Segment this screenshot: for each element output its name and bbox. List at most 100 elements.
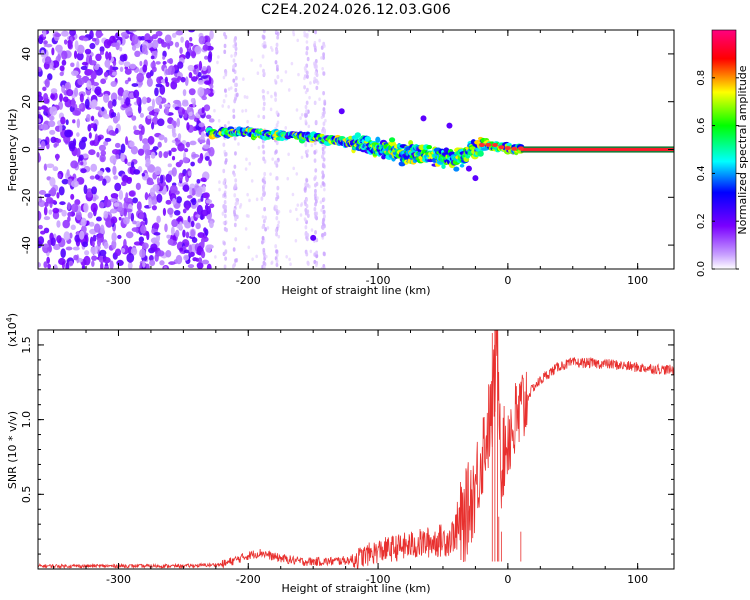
spectrogram-noise-cell [125,136,129,146]
spectrogram-noise-cell [136,96,140,105]
spectrogram-noise-cell [153,108,160,113]
spectrogram-streak-cell [260,196,264,201]
spectrogram-noise-cell [157,141,162,148]
spectrogram-streak-cell [234,237,238,242]
spectrogram-streak-cell [303,66,307,71]
spectrogram-noise-cell [59,65,65,72]
spectrogram-noise-cell [106,167,111,173]
spectrogram-signal-cell [388,137,396,143]
spectrogram-noise-cell [78,139,86,150]
spectrogram-streak-cell [320,233,324,238]
spectrogram-y-tick-label: 0 [20,146,33,153]
spectrogram-streak-cell [251,257,254,261]
spectrogram-noise-cell [170,147,177,153]
spectrogram-noise-cell [197,157,203,164]
spectrogram-noise-cell [130,212,135,222]
spectrogram-streak-cell [322,173,325,178]
spectrogram-noise-cell [183,249,191,254]
spectrogram-streak-cell [316,196,319,200]
spectrogram-blob [310,234,317,241]
spectrogram-streak-cell [275,64,279,69]
spectrogram-noise-cell [53,264,58,269]
spectrogram-noise-cell [197,80,205,85]
spectrogram-noise-cell [163,151,169,159]
spectrogram-noise-cell [209,203,215,209]
spectrogram-noise-cell [127,77,131,82]
spectrogram-streak-cell [313,61,316,66]
spectrogram-streak-cell [233,82,237,88]
spectrogram-noise-cell [100,224,105,235]
snr-x-axis-label: Height of straight line (km) [281,582,430,595]
spectrogram-streak-cell [214,255,217,259]
spectrogram-noise-cell [94,174,100,180]
spectrogram-noise-cell [90,115,95,122]
spectrogram-noise-cell [155,96,163,104]
spectrogram-noise-cell [200,209,209,217]
spectrogram-y-tick-label: -40 [20,236,33,254]
spectrogram-noise-cell [63,231,70,241]
spectrogram-noise-cell [167,207,174,215]
spectrogram-noise-cell [169,184,178,194]
spectrogram-noise-cell [133,125,137,131]
spectrogram-streak-cell [232,58,236,63]
spectrogram-noise-cell [109,260,114,269]
spectrogram-streak-cell [244,108,248,113]
spectrogram-streak-cell [263,44,267,49]
spectrogram-noise-cell [38,152,41,163]
spectrogram-noise-cell [96,151,100,158]
spectrogram-noise-cell [180,36,184,43]
spectrogram-noise-cell [202,192,210,199]
snr-scale-note: (x104) [5,313,19,347]
spectrogram-streak-cell [308,184,311,189]
spectrogram-noise-cell [63,39,68,45]
spectrogram-streak-cell [224,256,228,261]
spectrogram-streak-cell [265,254,268,259]
spectrogram-noise-cell [38,106,43,111]
spectrogram-noise-cell [40,230,46,235]
spectrogram-noise-cell [179,247,184,252]
spectrogram-noise-cell [130,247,138,256]
spectrogram-noise-cell [43,216,51,221]
spectrogram-streak-cell [294,238,298,243]
spectrogram-noise-cell [65,246,73,251]
spectrogram-noise-cell [198,257,203,264]
spectrogram-streak-cell [224,34,228,40]
spectrogram-streak-cell [315,85,319,91]
spectrogram-noise-cell [108,129,115,136]
spectrogram-noise-cell [141,172,145,177]
spectrogram-streak-cell [237,142,240,146]
spectrogram-streak-cell [262,265,266,269]
spectrogram-streak-cell [264,227,267,232]
spectrogram-streak-cell [303,76,306,81]
spectrogram-streak-cell [275,110,279,115]
spectrogram-noise-cell [205,114,212,120]
spectrogram-noise-cell [148,111,156,116]
spectrogram-noise-cell [185,141,191,148]
spectrogram-noise-cell [104,59,111,68]
spectrogram-noise-cell [112,60,117,67]
spectrogram-noise-cell [40,123,49,131]
spectrogram-noise-cell [157,250,165,257]
spectrogram-noise-cell [83,184,88,195]
spectrogram-noise-cell [95,32,104,37]
spectrogram-noise-cell [142,64,148,73]
spectrogram-noise-cell [177,61,184,69]
spectrogram-noise-cell [69,30,76,37]
spectrogram-noise-cell [109,155,117,164]
spectrogram-noise-cell [144,149,151,156]
spectrogram-noise-cell [38,36,44,45]
spectrogram-noise-cell [103,199,112,208]
spectrogram-noise-cell [141,44,148,55]
spectrogram-noise-cell [164,137,168,144]
spectrogram-noise-cell [188,88,196,96]
spectrogram-noise-cell [165,250,172,258]
spectrogram-noise-cell [204,204,209,211]
spectrogram-noise-cell [193,64,199,70]
spectrogram-noise-cell [125,97,131,106]
spectrogram-streak-cell [234,151,237,156]
spectrogram-noise-cell [142,260,146,268]
spectrogram-streak-cell [250,58,253,62]
spectrogram-noise-cell [181,100,189,107]
spectrogram-noise-cell [125,192,129,202]
snr-y-tick-label: 0.5 [20,486,33,504]
